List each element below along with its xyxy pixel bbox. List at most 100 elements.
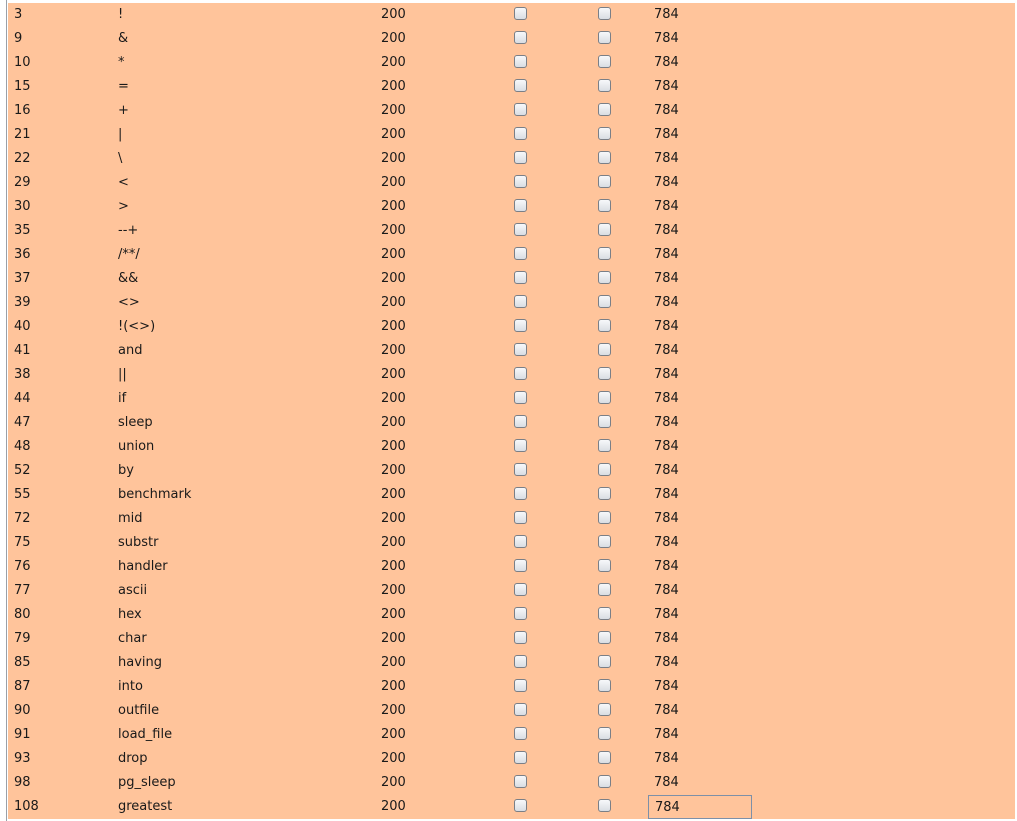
length-cell[interactable]: 784: [654, 655, 679, 670]
error-checkbox-cell[interactable]: [514, 555, 530, 579]
error-checkbox-cell[interactable]: [514, 291, 530, 315]
timeout-checkbox-cell[interactable]: [598, 411, 614, 435]
timeout-checkbox-cell[interactable]: [598, 459, 614, 483]
checkbox-unchecked-icon[interactable]: [514, 175, 527, 188]
checkbox-unchecked-icon[interactable]: [514, 439, 527, 452]
length-cell[interactable]: 784: [654, 31, 679, 46]
error-checkbox-cell[interactable]: [514, 315, 530, 339]
table-row[interactable]: 90 outfile 200 784: [8, 699, 1015, 723]
timeout-checkbox-cell[interactable]: [598, 723, 614, 747]
error-checkbox-cell[interactable]: [514, 771, 530, 795]
timeout-checkbox-cell[interactable]: [598, 747, 614, 771]
length-cell[interactable]: 784: [654, 319, 679, 334]
table-row[interactable]: 15 = 200 784: [8, 75, 1015, 99]
checkbox-unchecked-icon[interactable]: [598, 535, 611, 548]
checkbox-unchecked-icon[interactable]: [514, 703, 527, 716]
timeout-checkbox-cell[interactable]: [598, 579, 614, 603]
checkbox-unchecked-icon[interactable]: [514, 487, 527, 500]
checkbox-unchecked-icon[interactable]: [598, 127, 611, 140]
timeout-checkbox-cell[interactable]: [598, 483, 614, 507]
length-cell[interactable]: 784: [654, 175, 679, 190]
table-row[interactable]: 3! 200 784: [8, 3, 1015, 27]
length-cell[interactable]: 784: [654, 487, 679, 502]
checkbox-unchecked-icon[interactable]: [598, 55, 611, 68]
error-checkbox-cell[interactable]: [514, 363, 530, 387]
error-checkbox-cell[interactable]: [514, 387, 530, 411]
checkbox-unchecked-icon[interactable]: [598, 223, 611, 236]
table-row[interactable]: 76 handler 200 784: [8, 555, 1015, 579]
table-row[interactable]: 10 * 200 784: [8, 51, 1015, 75]
table-row[interactable]: 41 and 200 784: [8, 339, 1015, 363]
checkbox-unchecked-icon[interactable]: [514, 199, 527, 212]
checkbox-unchecked-icon[interactable]: [598, 559, 611, 572]
length-cell[interactable]: 784: [654, 151, 679, 166]
checkbox-unchecked-icon[interactable]: [598, 511, 611, 524]
error-checkbox-cell[interactable]: [514, 651, 530, 675]
length-cell[interactable]: 784: [654, 247, 679, 262]
length-cell[interactable]: 784: [654, 679, 679, 694]
table-row[interactable]: 87 into 200 784: [8, 675, 1015, 699]
error-checkbox-cell[interactable]: [514, 675, 530, 699]
checkbox-unchecked-icon[interactable]: [598, 295, 611, 308]
checkbox-unchecked-icon[interactable]: [514, 727, 527, 740]
timeout-checkbox-cell[interactable]: [598, 795, 614, 819]
checkbox-unchecked-icon[interactable]: [514, 151, 527, 164]
error-checkbox-cell[interactable]: [514, 147, 530, 171]
checkbox-unchecked-icon[interactable]: [514, 535, 527, 548]
checkbox-unchecked-icon[interactable]: [598, 799, 611, 812]
length-cell[interactable]: 784: [654, 727, 679, 742]
checkbox-unchecked-icon[interactable]: [598, 751, 611, 764]
length-cell[interactable]: 784: [654, 775, 679, 790]
error-checkbox-cell[interactable]: [514, 195, 530, 219]
checkbox-unchecked-icon[interactable]: [514, 631, 527, 644]
timeout-checkbox-cell[interactable]: [598, 339, 614, 363]
checkbox-unchecked-icon[interactable]: [514, 7, 527, 20]
table-row[interactable]: 29 <200 784: [8, 171, 1015, 195]
checkbox-unchecked-icon[interactable]: [598, 607, 611, 620]
error-checkbox-cell[interactable]: [514, 459, 530, 483]
checkbox-unchecked-icon[interactable]: [514, 271, 527, 284]
timeout-checkbox-cell[interactable]: [598, 291, 614, 315]
length-cell[interactable]: 784: [654, 367, 679, 382]
table-row[interactable]: 91 load_file 200 784: [8, 723, 1015, 747]
checkbox-unchecked-icon[interactable]: [598, 79, 611, 92]
timeout-checkbox-cell[interactable]: [598, 507, 614, 531]
checkbox-unchecked-icon[interactable]: [514, 679, 527, 692]
error-checkbox-cell[interactable]: [514, 171, 530, 195]
timeout-checkbox-cell[interactable]: [598, 171, 614, 195]
checkbox-unchecked-icon[interactable]: [598, 7, 611, 20]
checkbox-unchecked-icon[interactable]: [514, 463, 527, 476]
results-table[interactable]: 3! 200 784 9 & 200 784 10 * 200 784 15 = 200 784 16 +200…: [8, 3, 1015, 819]
checkbox-unchecked-icon[interactable]: [598, 727, 611, 740]
table-row[interactable]: 40 !(<>) 200 784: [8, 315, 1015, 339]
checkbox-unchecked-icon[interactable]: [514, 751, 527, 764]
checkbox-unchecked-icon[interactable]: [514, 775, 527, 788]
table-row[interactable]: 55 benchmark 200 784: [8, 483, 1015, 507]
checkbox-unchecked-icon[interactable]: [514, 295, 527, 308]
length-cell[interactable]: 784: [654, 79, 679, 94]
error-checkbox-cell[interactable]: [514, 27, 530, 51]
timeout-checkbox-cell[interactable]: [598, 555, 614, 579]
timeout-checkbox-cell[interactable]: [598, 267, 614, 291]
error-checkbox-cell[interactable]: [514, 219, 530, 243]
error-checkbox-cell[interactable]: [514, 339, 530, 363]
table-row[interactable]: 98 pg_sleep 200 784: [8, 771, 1015, 795]
checkbox-unchecked-icon[interactable]: [514, 319, 527, 332]
error-checkbox-cell[interactable]: [514, 75, 530, 99]
timeout-checkbox-cell[interactable]: [598, 51, 614, 75]
length-cell[interactable]: 784: [654, 223, 679, 238]
checkbox-unchecked-icon[interactable]: [514, 559, 527, 572]
checkbox-unchecked-icon[interactable]: [514, 31, 527, 44]
length-cell[interactable]: 784: [654, 559, 679, 574]
length-cell[interactable]: 784: [654, 7, 679, 22]
table-row[interactable]: 16 +200 784: [8, 99, 1015, 123]
length-cell[interactable]: 784: [654, 511, 679, 526]
checkbox-unchecked-icon[interactable]: [598, 247, 611, 260]
error-checkbox-cell[interactable]: [514, 723, 530, 747]
checkbox-unchecked-icon[interactable]: [514, 415, 527, 428]
table-row[interactable]: 35 --+ 200 784: [8, 219, 1015, 243]
checkbox-unchecked-icon[interactable]: [514, 367, 527, 380]
checkbox-unchecked-icon[interactable]: [598, 583, 611, 596]
checkbox-unchecked-icon[interactable]: [514, 223, 527, 236]
timeout-checkbox-cell[interactable]: [598, 363, 614, 387]
